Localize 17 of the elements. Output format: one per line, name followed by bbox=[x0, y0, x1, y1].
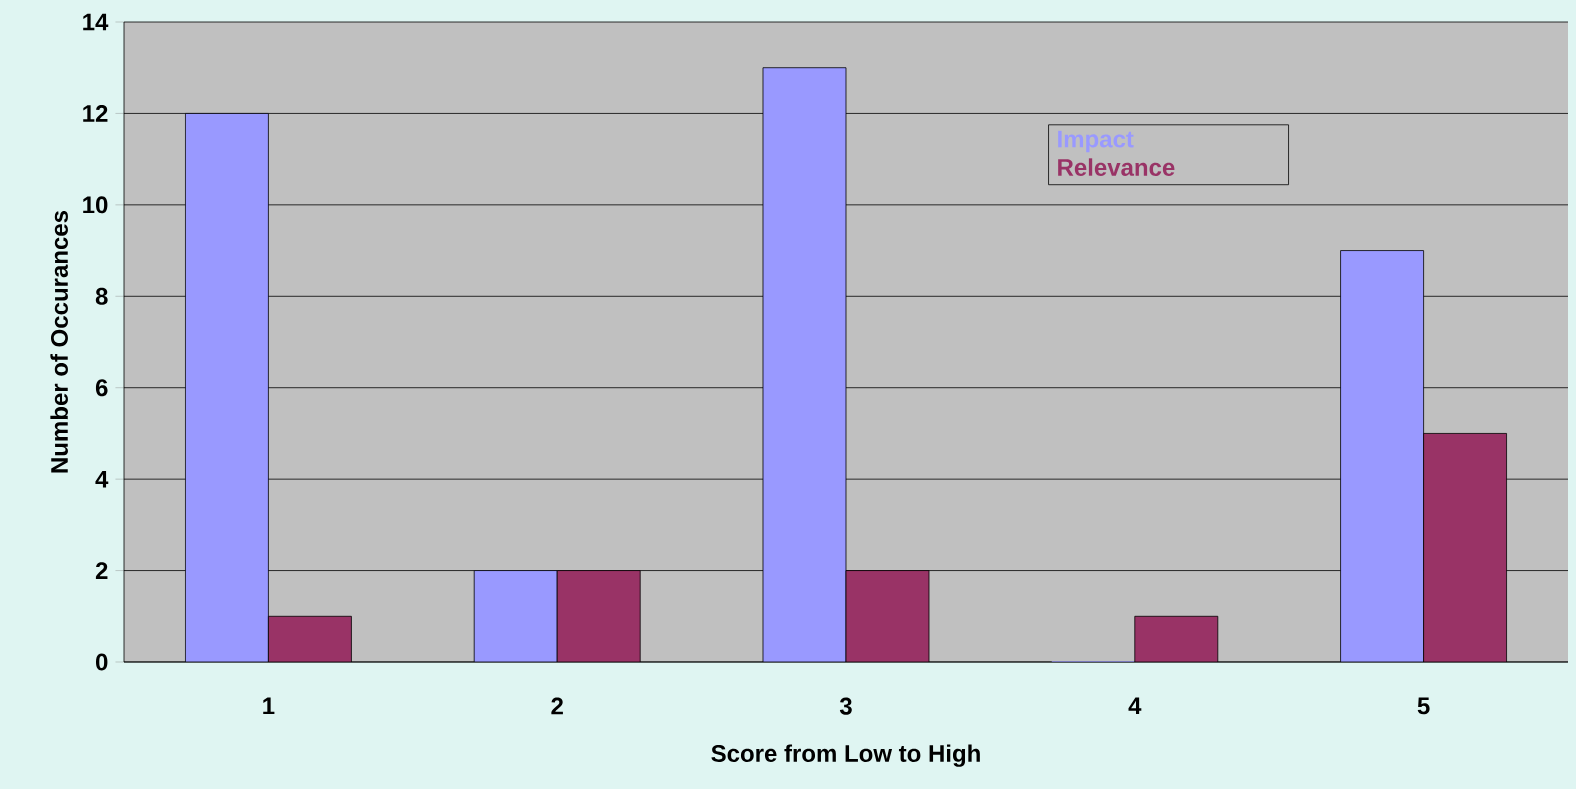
x-tick-label: 2 bbox=[551, 697, 563, 715]
y-tick-label: 12 bbox=[83, 105, 108, 122]
y-axis-title: Number of Occurances bbox=[50, 210, 68, 473]
y-tick-label: 10 bbox=[83, 196, 108, 214]
x-tick-label: 3 bbox=[839, 697, 852, 715]
y-tick-label: 6 bbox=[95, 379, 108, 397]
x-tick-label: 4 bbox=[1128, 697, 1142, 715]
x-axis-title: Score from Low to High bbox=[711, 744, 980, 767]
x-tick-label: 1 bbox=[263, 697, 275, 715]
x-tick-label: 5 bbox=[1417, 697, 1430, 715]
y-tick-label: 14 bbox=[83, 13, 109, 31]
y-tick-label: 0 bbox=[95, 653, 108, 671]
text: Impact bbox=[1058, 130, 1134, 153]
y-tick-label: 8 bbox=[95, 287, 108, 305]
y-tick-label: 2 bbox=[95, 562, 108, 579]
y-tick-label: 4 bbox=[95, 470, 109, 488]
text: Relevance bbox=[1058, 158, 1175, 176]
